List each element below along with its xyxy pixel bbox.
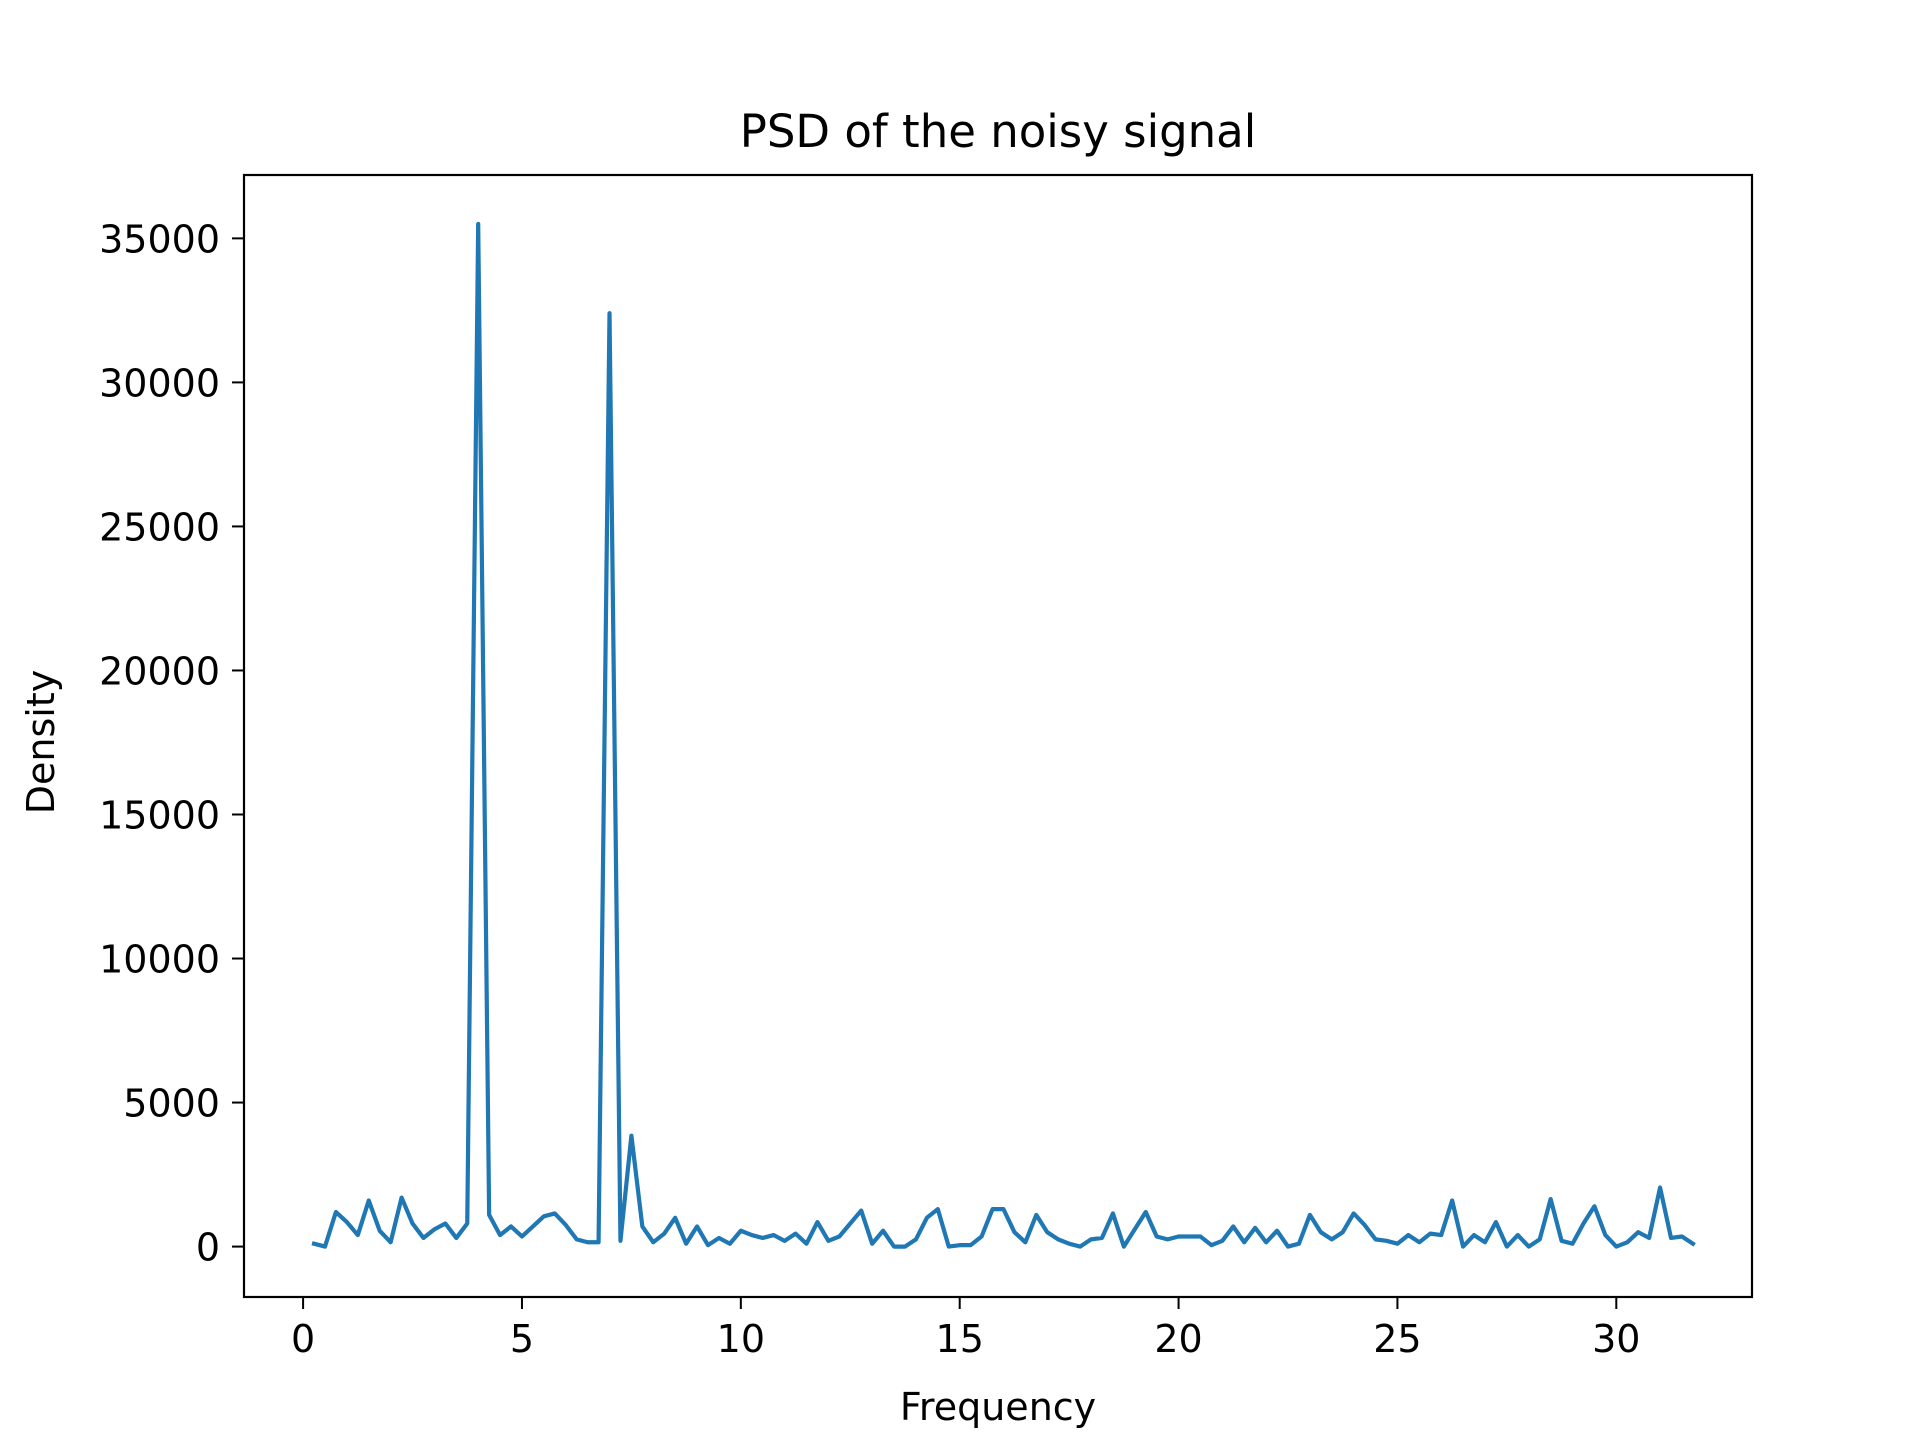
- y-tick-label: 20000: [99, 649, 220, 693]
- y-tick-label: 15000: [99, 793, 220, 837]
- x-tick-label: 15: [936, 1317, 984, 1361]
- x-axis-title: Frequency: [900, 1385, 1096, 1429]
- plot-area: [242, 173, 1754, 1299]
- y-tick-label: 5000: [123, 1082, 220, 1126]
- x-tick-label: 25: [1373, 1317, 1421, 1361]
- plot-frame: [242, 173, 1754, 1299]
- x-tick-label: 30: [1592, 1317, 1640, 1361]
- y-axis: 0 5000 10000 15000 20000 25000 30000 35000: [99, 217, 244, 1270]
- x-tick-label: 20: [1154, 1317, 1202, 1361]
- y-axis-title: Density: [19, 670, 63, 814]
- x-tick-label: 0: [291, 1317, 315, 1361]
- x-tick-label: 10: [717, 1317, 765, 1361]
- x-axis: 0 5 10 15 20 25 30: [291, 1297, 1640, 1361]
- series-line-0: [311, 221, 1696, 1249]
- y-tick-label: 35000: [99, 217, 220, 261]
- x-tick-label: 5: [510, 1317, 534, 1361]
- y-tick-label: 10000: [99, 938, 220, 982]
- y-tick-label: 0: [196, 1226, 220, 1270]
- y-tick-label: 25000: [99, 505, 220, 549]
- chart-title: PSD of the noisy signal: [740, 105, 1257, 158]
- y-tick-label: 30000: [99, 361, 220, 405]
